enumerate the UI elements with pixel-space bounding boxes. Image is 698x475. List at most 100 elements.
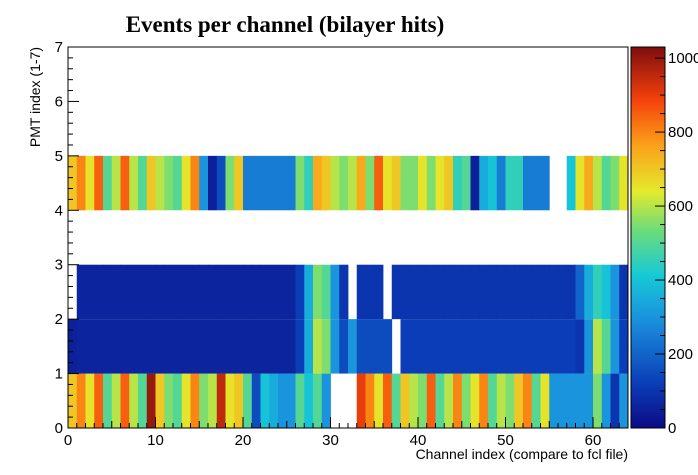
- heatmap-cell: [374, 373, 384, 428]
- heatmap-cell: [295, 319, 305, 374]
- heatmap-cell: [461, 373, 471, 428]
- heatmap-cell: [488, 373, 498, 428]
- heatmap-cell: [208, 155, 218, 211]
- heatmap-cell: [514, 373, 524, 428]
- heatmap-cell: [208, 264, 218, 320]
- heatmap-cell: [523, 373, 533, 428]
- heatmap-cell: [295, 264, 305, 320]
- heatmap-cell: [181, 155, 191, 211]
- heatmap-cell: [505, 373, 515, 428]
- heatmap-cell: [278, 155, 288, 211]
- heatmap-cell: [304, 373, 314, 428]
- heatmap-cell: [269, 155, 279, 211]
- heatmap-cell: [523, 319, 533, 374]
- heatmap-cell: [496, 155, 506, 211]
- heatmap-cell: [111, 319, 121, 374]
- heatmap-cell: [453, 319, 463, 374]
- heatmap-cell: [356, 155, 366, 211]
- heatmap-cell: [94, 264, 104, 320]
- heatmap-cell: [496, 264, 506, 320]
- heatmap-cell: [505, 319, 515, 374]
- heatmap-cell: [330, 264, 340, 320]
- heatmap-cell: [129, 264, 139, 320]
- heatmap-cell: [199, 373, 209, 428]
- heatmap-cell: [488, 319, 498, 374]
- heatmap-cell: [234, 264, 244, 320]
- y-tick-label: 1: [55, 366, 63, 383]
- heatmap-cell: [391, 373, 401, 428]
- y-tick-label: 0: [55, 420, 63, 437]
- heatmap-cell: [374, 155, 384, 211]
- chart-title: Events per channel (bilayer hits): [126, 12, 445, 37]
- heatmap-cell: [400, 319, 410, 374]
- heatmap-cell: [470, 373, 480, 428]
- heatmap-cell: [619, 264, 629, 320]
- heatmap-cell: [120, 373, 130, 428]
- heatmap-cell: [120, 155, 130, 211]
- heatmap-cell: [488, 155, 498, 211]
- heatmap-cell: [575, 264, 585, 320]
- heatmap-cell: [549, 373, 559, 428]
- heatmap-cell: [216, 264, 226, 320]
- heatmap-cell: [164, 373, 174, 428]
- y-axis-label: PMT index (1-7): [27, 47, 43, 147]
- heatmap-cell: [523, 155, 533, 211]
- heatmap-cell: [549, 319, 559, 374]
- heatmap-cell: [409, 373, 419, 428]
- heatmap-cell: [155, 264, 165, 320]
- heatmap-cell: [339, 319, 349, 374]
- heatmap-cell: [453, 264, 463, 320]
- heatmap-cell: [409, 155, 419, 211]
- heatmap-cell: [155, 319, 165, 374]
- heatmap-cell: [505, 264, 515, 320]
- heatmap-cell: [313, 155, 323, 211]
- heatmap-cell: [138, 155, 148, 211]
- heatmap-cell: [610, 264, 620, 320]
- heatmap-cell: [103, 319, 113, 374]
- heatmap-cell: [321, 155, 331, 211]
- y-tick-label: 4: [55, 202, 63, 219]
- heatmap-cell: [76, 319, 86, 374]
- heatmap-cell: [94, 373, 104, 428]
- z-tick-label: 1000: [668, 50, 698, 67]
- heatmap-cell: [120, 264, 130, 320]
- x-tick-label: 60: [585, 432, 602, 449]
- heatmap-cell: [426, 319, 436, 374]
- z-tick-label: 800: [668, 124, 693, 141]
- heatmap-cell: [146, 264, 156, 320]
- heatmap-cell: [435, 319, 445, 374]
- heatmap-cell: [138, 319, 148, 374]
- heatmap-cell: [146, 155, 156, 211]
- y-tick-label: 2: [55, 311, 63, 328]
- heatmap-cell: [225, 319, 235, 374]
- y-axis: 0 1 2 3 4 5 6 7: [55, 39, 79, 437]
- heatmap-cell: [120, 319, 130, 374]
- heatmap-cell: [514, 264, 524, 320]
- heatmap-cell: [593, 155, 603, 211]
- heatmap-cell: [103, 373, 113, 428]
- heatmap-cell: [584, 319, 594, 374]
- heatmap-cell: [304, 319, 314, 374]
- heatmap-cell: [330, 319, 340, 374]
- heatmap-cell: [558, 319, 568, 374]
- heatmap-cell: [400, 373, 410, 428]
- heatmap-cell: [286, 155, 296, 211]
- heatmap-cell: [234, 373, 244, 428]
- z-tick-label: 0: [668, 420, 676, 437]
- heatmap-cell: [400, 155, 410, 211]
- heatmap-cell: [514, 155, 524, 211]
- heatmap-cell: [190, 373, 200, 428]
- heatmap-cell: [111, 264, 121, 320]
- heatmap-cell: [269, 319, 279, 374]
- heatmap-cell: [566, 373, 576, 428]
- heatmap-cell: [243, 373, 253, 428]
- heatmap-cell: [68, 155, 78, 211]
- heatmap-cell: [216, 319, 226, 374]
- heatmap-cell: [418, 264, 428, 320]
- heatmap-cell: [181, 319, 191, 374]
- heatmap-cell: [146, 319, 156, 374]
- x-axis-label: Channel index (compare to fcl file): [416, 446, 628, 462]
- heatmap-cell: [129, 155, 139, 211]
- heatmap-cell: [225, 373, 235, 428]
- heatmap-cell: [470, 155, 480, 211]
